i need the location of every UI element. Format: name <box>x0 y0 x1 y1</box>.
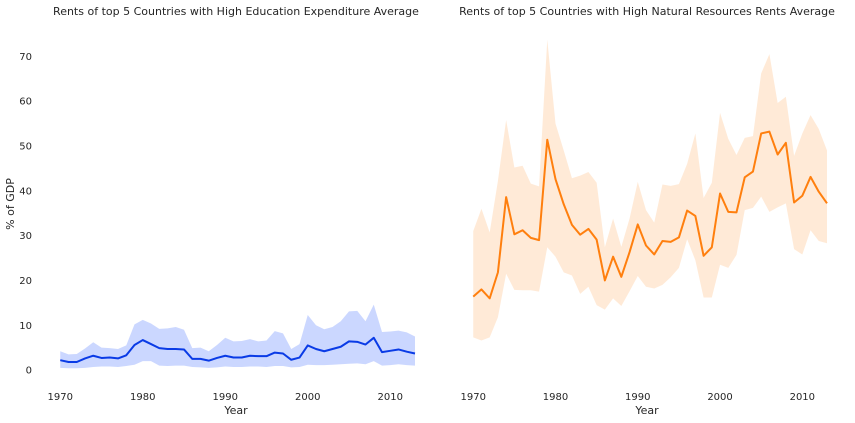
left-confidence-band <box>60 304 415 369</box>
left-chart-title: Rents of top 5 Countries with High Educa… <box>53 5 419 18</box>
right-x-tick-label: 1970 <box>461 392 486 403</box>
left-chart-panel: Rents of top 5 Countries with High Educa… <box>4 5 419 417</box>
left-y-tick-label: 30 <box>19 231 32 242</box>
right-x-tick-label: 2000 <box>707 392 732 403</box>
left-band-area <box>60 304 415 369</box>
left-x-axis-label: Year <box>223 404 248 417</box>
right-x-axis-label: Year <box>634 404 659 417</box>
left-y-tick-label: 20 <box>19 276 32 287</box>
right-chart-title: Rents of top 5 Countries with High Natur… <box>459 5 835 18</box>
right-band-area <box>473 39 827 341</box>
left-x-ticks: 1970 1980 1990 2000 2010 <box>48 392 403 403</box>
left-y-tick-label: 10 <box>19 321 32 332</box>
left-y-tick-label: 70 <box>19 52 32 63</box>
left-y-tick-label: 0 <box>26 366 32 377</box>
left-x-tick-label: 2000 <box>295 392 320 403</box>
left-y-tick-label: 60 <box>19 97 32 108</box>
right-x-tick-label: 2010 <box>790 392 815 403</box>
left-y-tick-label: 40 <box>19 186 32 197</box>
left-x-tick-label: 1980 <box>130 392 155 403</box>
left-mean-line <box>60 336 416 364</box>
left-y-tick-label: 50 <box>19 142 32 153</box>
left-y-axis-label: % of GDP <box>4 178 17 230</box>
left-series-line <box>60 336 416 364</box>
right-confidence-band <box>473 39 827 341</box>
left-y-ticks: 0 10 20 30 40 50 60 70 <box>19 52 32 377</box>
right-chart-panel: Rents of top 5 Countries with High Natur… <box>459 5 835 417</box>
right-x-ticks: 1970 1980 1990 2000 2010 <box>461 392 816 403</box>
left-x-tick-label: 1990 <box>213 392 238 403</box>
right-mean-line <box>472 130 828 300</box>
right-series-line <box>472 130 828 300</box>
right-x-tick-label: 1990 <box>625 392 650 403</box>
right-x-tick-label: 1980 <box>543 392 568 403</box>
left-x-tick-label: 1970 <box>48 392 73 403</box>
left-x-tick-label: 2010 <box>378 392 403 403</box>
